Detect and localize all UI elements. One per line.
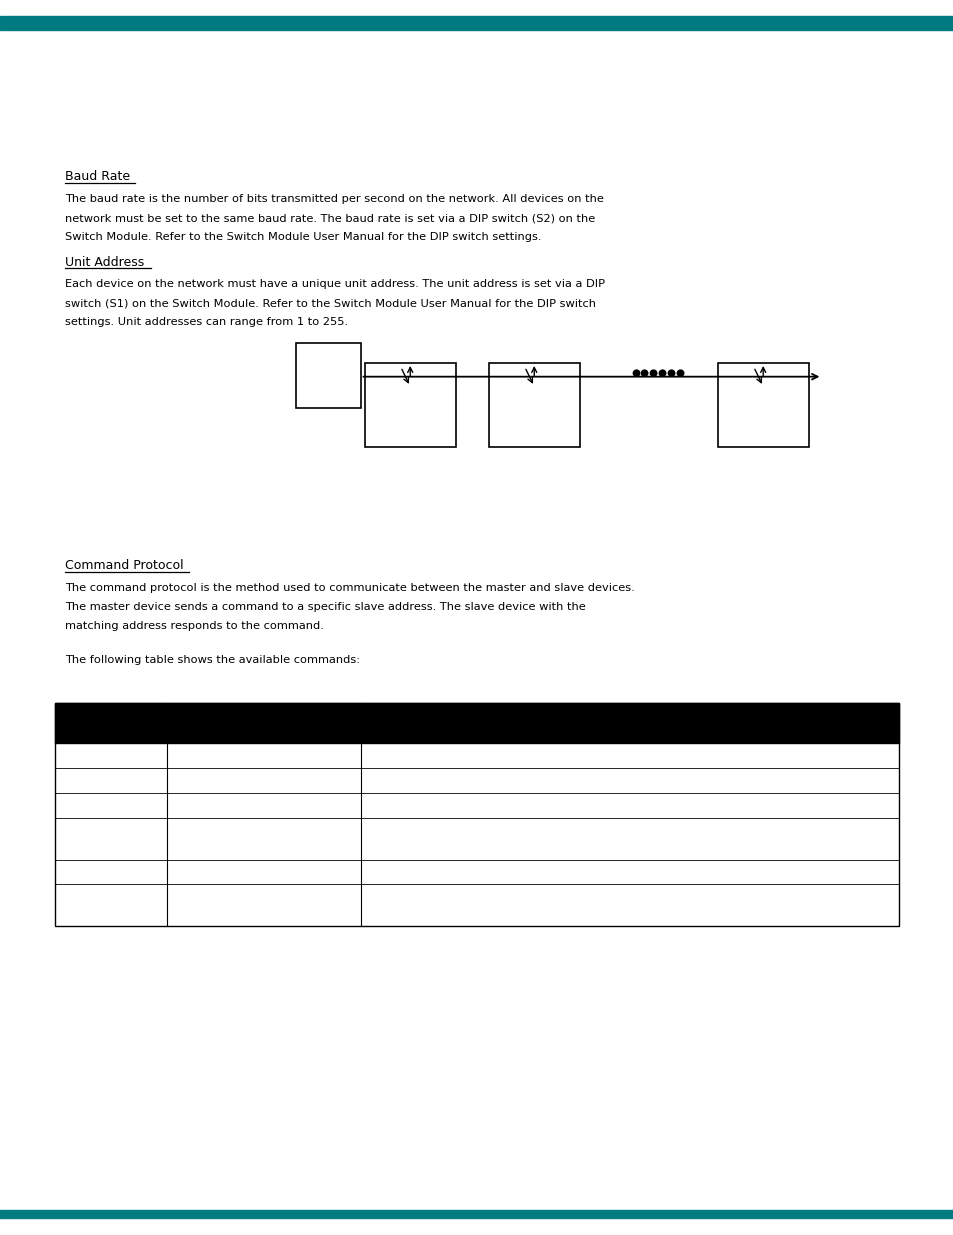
Bar	[55, 793, 898, 818]
Bar	[0, 1210, 953, 1218]
Bar	[55, 768, 898, 793]
Text: The following table shows the available commands:: The following table shows the available …	[65, 655, 359, 664]
Text: Unit Address: Unit Address	[65, 256, 144, 269]
Text: matching address responds to the command.: matching address responds to the command…	[65, 621, 323, 631]
Bar	[295, 343, 360, 408]
Text: The baud rate is the number of bits transmitted per second on the network. All d: The baud rate is the number of bits tran…	[65, 194, 603, 204]
Bar	[55, 703, 898, 926]
Text: Baud Rate: Baud Rate	[65, 170, 130, 184]
Text: ●●●●●●: ●●●●●●	[631, 368, 684, 378]
Text: settings. Unit addresses can range from 1 to 255.: settings. Unit addresses can range from …	[65, 317, 348, 327]
Bar	[0, 16, 953, 30]
Bar	[55, 884, 898, 926]
Text: switch (S1) on the Switch Module. Refer to the Switch Module User Manual for the: switch (S1) on the Switch Module. Refer …	[65, 298, 596, 309]
Bar	[55, 743, 898, 768]
Text: Switch Module. Refer to the Switch Module User Manual for the DIP switch setting: Switch Module. Refer to the Switch Modul…	[65, 232, 540, 242]
Bar	[55, 818, 898, 860]
Text: The master device sends a command to a specific slave address. The slave device : The master device sends a command to a s…	[65, 601, 585, 613]
Text: Each device on the network must have a unique unit address. The unit address is : Each device on the network must have a u…	[65, 279, 604, 289]
Bar	[55, 860, 898, 884]
Bar	[55, 703, 898, 743]
Text: The command protocol is the method used to communicate between the master and sl: The command protocol is the method used …	[65, 583, 634, 593]
Bar	[364, 363, 456, 447]
Text: Command Protocol: Command Protocol	[65, 559, 183, 573]
Text: network must be set to the same baud rate. The baud rate is set via a DIP switch: network must be set to the same baud rat…	[65, 214, 595, 224]
Bar	[718, 363, 808, 447]
Bar	[489, 363, 578, 447]
